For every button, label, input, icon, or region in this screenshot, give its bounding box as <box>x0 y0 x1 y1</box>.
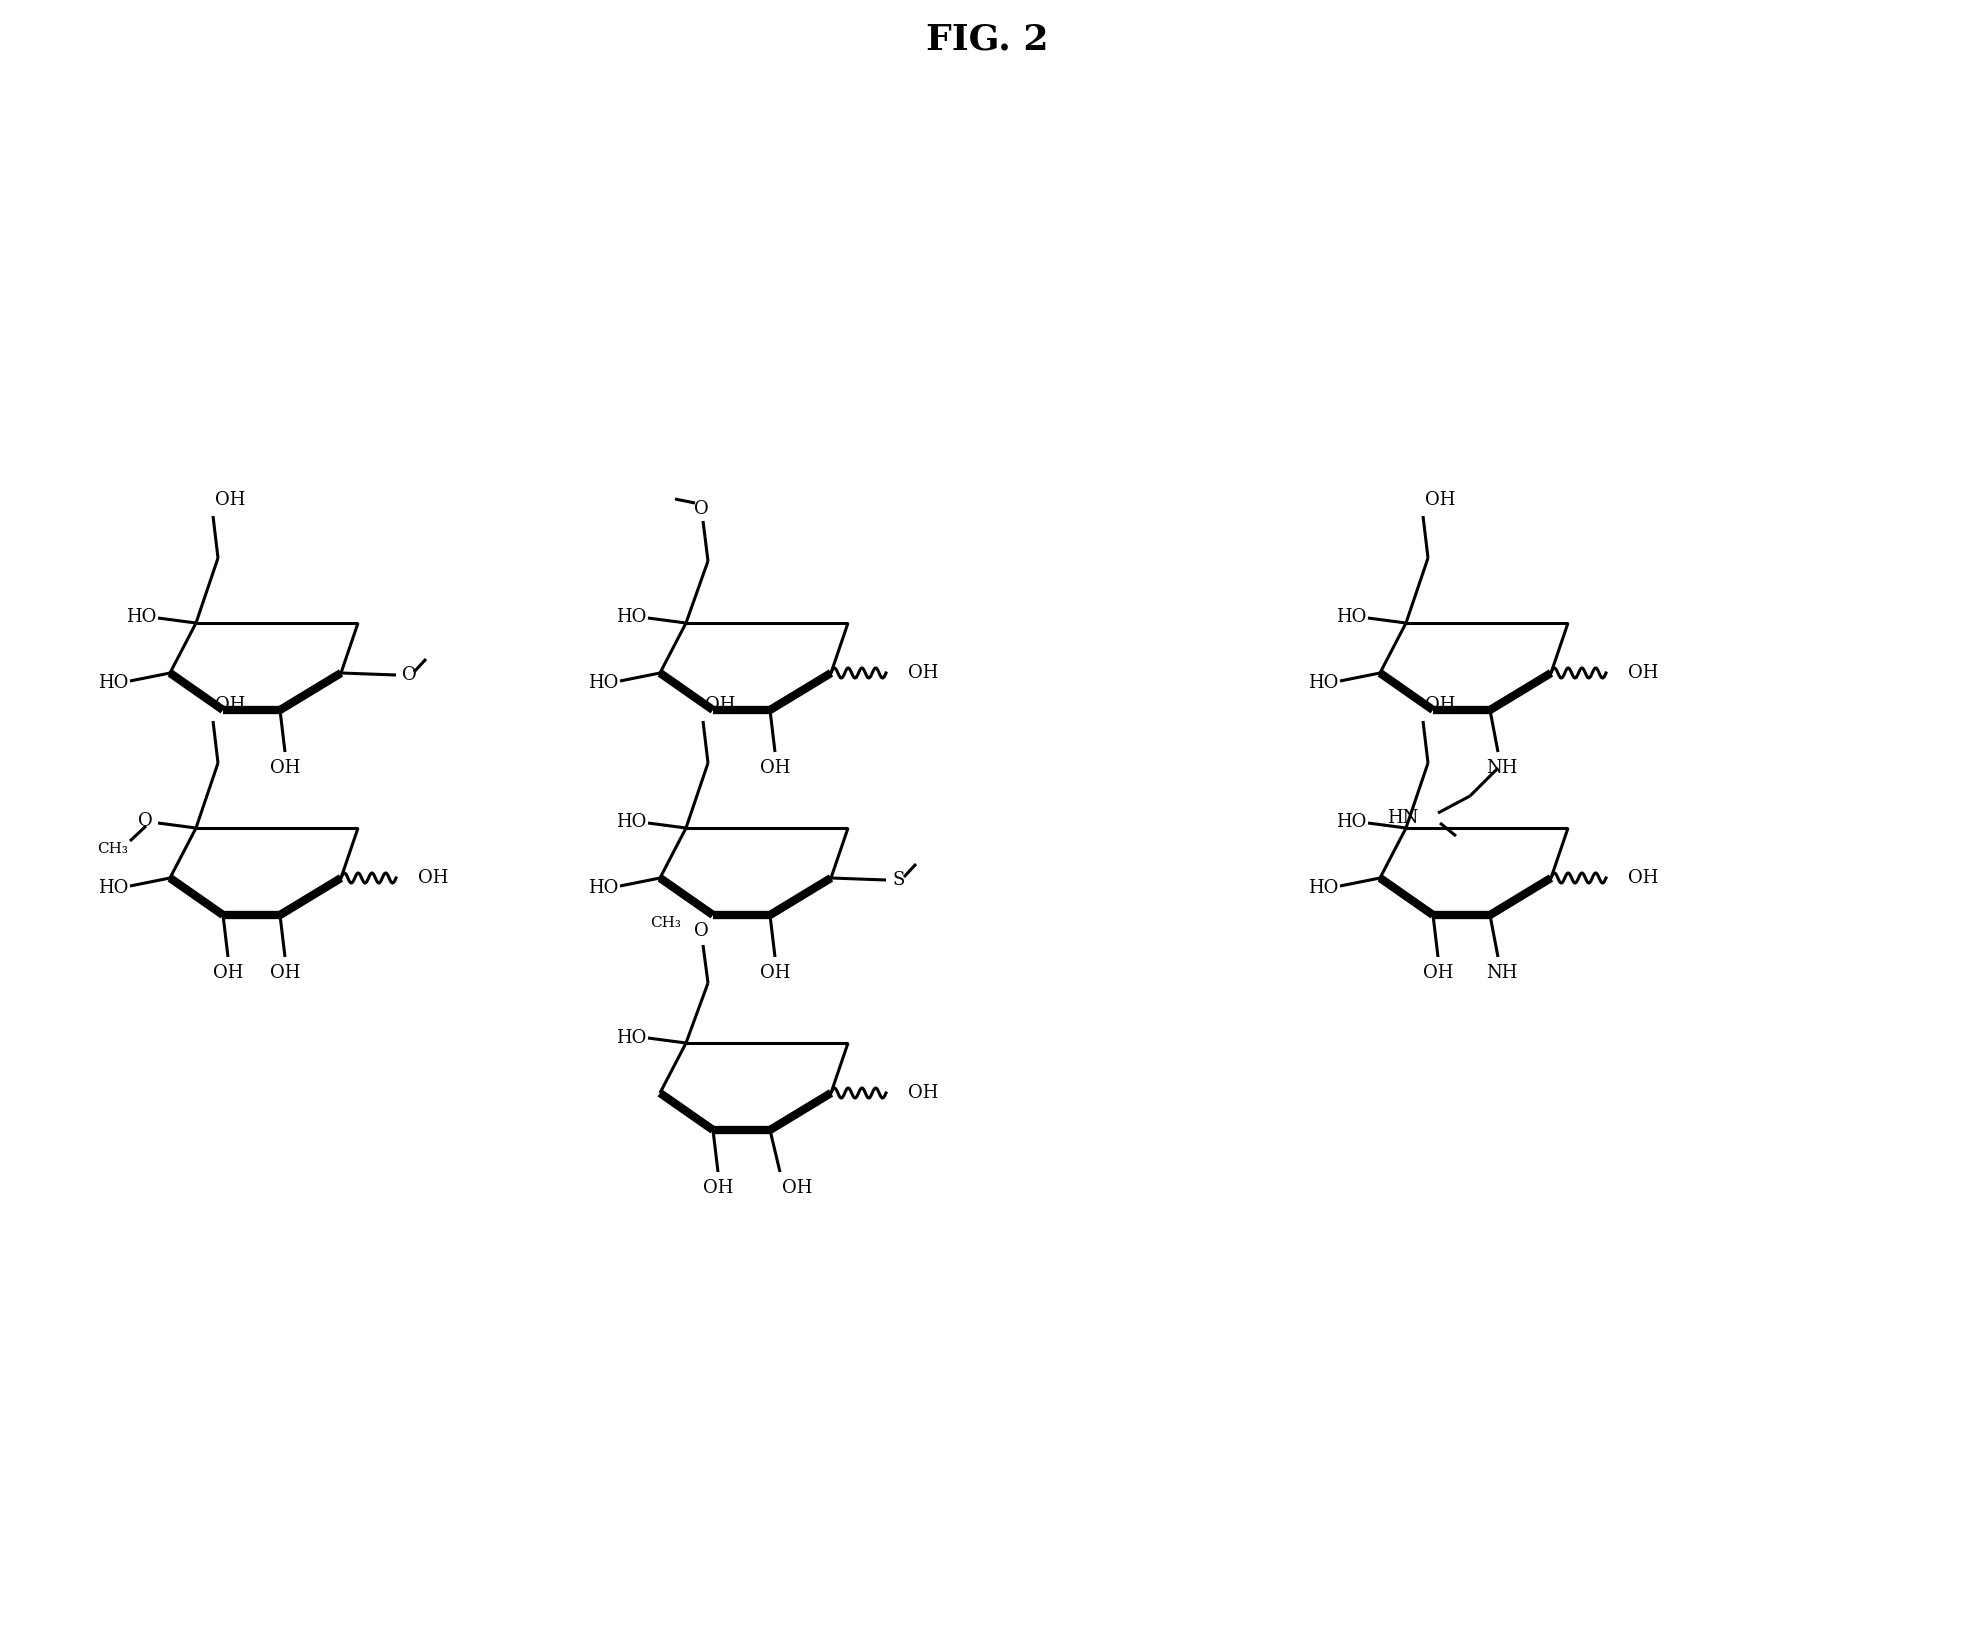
Text: HO: HO <box>616 813 645 832</box>
Text: CH₃: CH₃ <box>97 842 128 856</box>
Text: S: S <box>892 871 904 889</box>
Text: OH: OH <box>270 964 300 982</box>
Text: OH: OH <box>704 696 736 714</box>
Text: OH: OH <box>760 759 789 777</box>
Text: OH: OH <box>1425 492 1454 508</box>
Text: HO: HO <box>588 673 618 691</box>
Text: NH: NH <box>1486 964 1517 982</box>
Text: NH: NH <box>1486 759 1517 777</box>
Text: OH: OH <box>270 759 300 777</box>
Text: O: O <box>693 500 708 518</box>
Text: HN: HN <box>1385 808 1417 827</box>
Text: OH: OH <box>760 964 789 982</box>
Text: FIG. 2: FIG. 2 <box>925 23 1048 58</box>
Text: OH: OH <box>1628 663 1657 681</box>
Text: O: O <box>402 667 416 685</box>
Text: OH: OH <box>1423 964 1452 982</box>
Text: HO: HO <box>588 879 618 898</box>
Text: OH: OH <box>213 964 243 982</box>
Text: OH: OH <box>908 1084 937 1102</box>
Text: OH: OH <box>215 492 245 508</box>
Text: HO: HO <box>1336 813 1365 832</box>
Text: HO: HO <box>1336 607 1365 625</box>
Text: OH: OH <box>418 870 448 888</box>
Text: HO: HO <box>616 607 645 625</box>
Text: HO: HO <box>97 879 128 898</box>
Text: O: O <box>693 922 708 940</box>
Text: HO: HO <box>616 1030 645 1048</box>
Text: HO: HO <box>1306 879 1338 898</box>
Text: O: O <box>138 812 154 830</box>
Text: HO: HO <box>126 607 156 625</box>
Text: HO: HO <box>97 673 128 691</box>
Text: HO: HO <box>1306 673 1338 691</box>
Text: OH: OH <box>1425 696 1454 714</box>
Text: OH: OH <box>781 1180 813 1196</box>
Text: OH: OH <box>215 696 245 714</box>
Text: OH: OH <box>702 1180 732 1196</box>
Text: CH₃: CH₃ <box>649 916 681 931</box>
Text: OH: OH <box>1628 870 1657 888</box>
Text: OH: OH <box>908 663 937 681</box>
